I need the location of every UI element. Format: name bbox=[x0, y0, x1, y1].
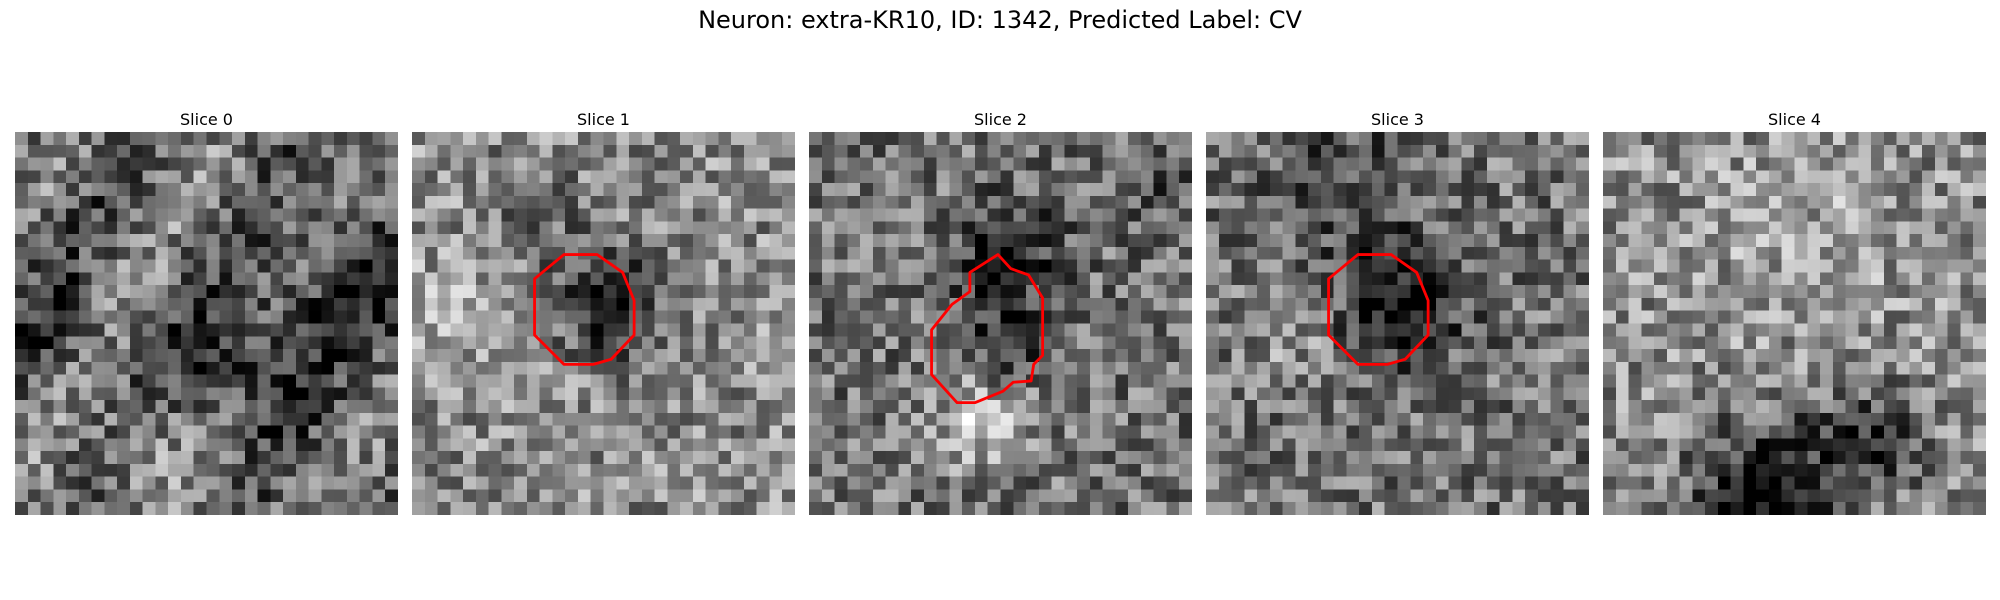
slice-image-3 bbox=[1206, 132, 1589, 515]
slice-title-3: Slice 3 bbox=[1371, 110, 1424, 129]
figure-title: Neuron: extra-KR10, ID: 1342, Predicted … bbox=[698, 6, 1302, 34]
slice-title-2: Slice 2 bbox=[974, 110, 1027, 129]
slice-image-1 bbox=[412, 132, 795, 515]
slice-panel-3: Slice 3 bbox=[1206, 108, 1589, 515]
slice-image-0 bbox=[15, 132, 398, 515]
slice-panel-4: Slice 4 bbox=[1603, 108, 1986, 515]
roi-outline-3 bbox=[1327, 253, 1430, 366]
slice-image-2 bbox=[809, 132, 1192, 515]
roi-outline-1 bbox=[533, 253, 636, 366]
slice-panel-1: Slice 1 bbox=[412, 108, 795, 515]
slice-title-1: Slice 1 bbox=[577, 110, 630, 129]
slice-panel-0: Slice 0 bbox=[15, 108, 398, 515]
slice-title-4: Slice 4 bbox=[1768, 110, 1821, 129]
roi-outline-2 bbox=[930, 253, 1045, 405]
slice-image-4 bbox=[1603, 132, 1986, 515]
slice-panel-2: Slice 2 bbox=[809, 108, 1192, 515]
slice-title-0: Slice 0 bbox=[180, 110, 233, 129]
